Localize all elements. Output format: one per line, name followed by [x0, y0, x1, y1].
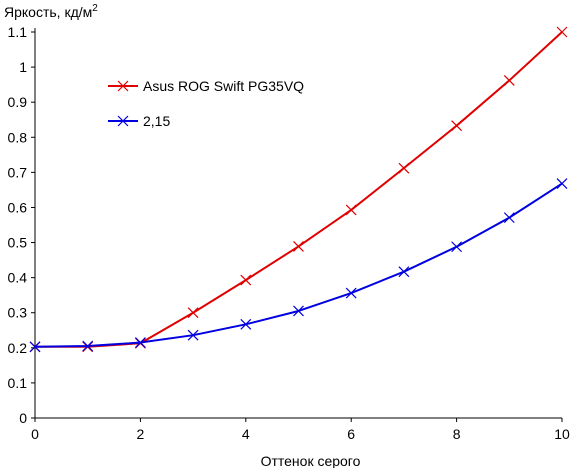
- series-2-point: [134, 337, 146, 348]
- y-tick-label: 0.5: [8, 235, 28, 251]
- y-tick-label: 1.1: [8, 24, 28, 40]
- legend-swatch-marker: [117, 80, 129, 92]
- series-1-point: [240, 274, 252, 286]
- x-tick-label: 8: [453, 426, 461, 442]
- axes: [34, 28, 562, 419]
- x-tick-label: 6: [347, 426, 355, 442]
- legend-swatch-marker: [117, 115, 129, 127]
- x-tick-label: 4: [242, 426, 250, 442]
- series-2-line: [34, 182, 563, 348]
- x-tick-label: 10: [554, 426, 570, 442]
- y-axis-title-text: Яркость, кд/м: [4, 4, 92, 20]
- series-2-point: [345, 287, 357, 299]
- legend-item-2: 2,15: [108, 113, 170, 129]
- x-axis-ticks: 0 2 4 6 8 10: [31, 418, 570, 442]
- series-2-point: [82, 340, 94, 352]
- series-1-point: [503, 75, 515, 86]
- series-2-point: [187, 329, 199, 341]
- series-1-point: [187, 307, 199, 319]
- series-2-point: [293, 305, 304, 317]
- legend-label: Asus ROG Swift PG35VQ: [143, 78, 304, 94]
- legend-item-1: Asus ROG Swift PG35VQ: [108, 78, 304, 94]
- legend: Asus ROG Swift PG35VQ 2,15: [108, 78, 304, 129]
- x-axis-title: Оттенок серого: [261, 453, 361, 468]
- y-tick-label: 0.3: [8, 305, 28, 321]
- series-1-point: [556, 26, 568, 38]
- y-tick-label: 0.1: [8, 375, 28, 391]
- x-tick-label: 0: [31, 426, 39, 442]
- y-axis-title: Яркость, кд/м2: [4, 3, 98, 20]
- y-tick-label: 1: [19, 59, 27, 75]
- y-tick-label: 0.7: [8, 164, 28, 180]
- y-tick-label: 0: [19, 410, 27, 426]
- series-1-point: [451, 120, 463, 132]
- series-2-point: [503, 212, 515, 224]
- y-tick-label: 0.9: [8, 94, 28, 110]
- y-axis-title-superscript: 2: [92, 3, 98, 14]
- series-2-point: [240, 318, 252, 330]
- y-tick-label: 0.4: [8, 270, 28, 286]
- y-tick-label: 0.2: [8, 340, 28, 356]
- series-2-point: [556, 178, 568, 190]
- series-2-point: [29, 341, 41, 353]
- legend-label: 2,15: [143, 113, 170, 129]
- x-tick-label: 2: [137, 426, 145, 442]
- y-tick-label: 0.6: [8, 199, 28, 215]
- y-axis-ticks: 0 0.1 0.2 0.3 0.4 0.5 0.6 0.7 0.8 0.9 1 1.1: [8, 24, 35, 426]
- series-2: [29, 178, 568, 353]
- series-layer: [29, 26, 568, 353]
- series-1: [29, 26, 568, 353]
- series-2-point: [451, 241, 463, 253]
- series-1-point: [293, 240, 304, 252]
- series-2-point: [398, 266, 410, 278]
- series-1-point: [345, 204, 357, 216]
- series-1-point: [398, 162, 410, 174]
- y-tick-label: 0.8: [8, 129, 28, 145]
